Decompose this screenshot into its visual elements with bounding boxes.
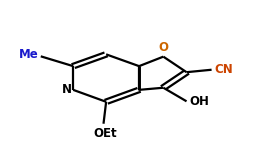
- Text: CN: CN: [214, 63, 233, 76]
- Text: N: N: [61, 83, 72, 96]
- Text: OEt: OEt: [93, 127, 117, 140]
- Text: O: O: [158, 41, 168, 54]
- Text: OH: OH: [189, 95, 209, 108]
- Text: Me: Me: [18, 48, 38, 61]
